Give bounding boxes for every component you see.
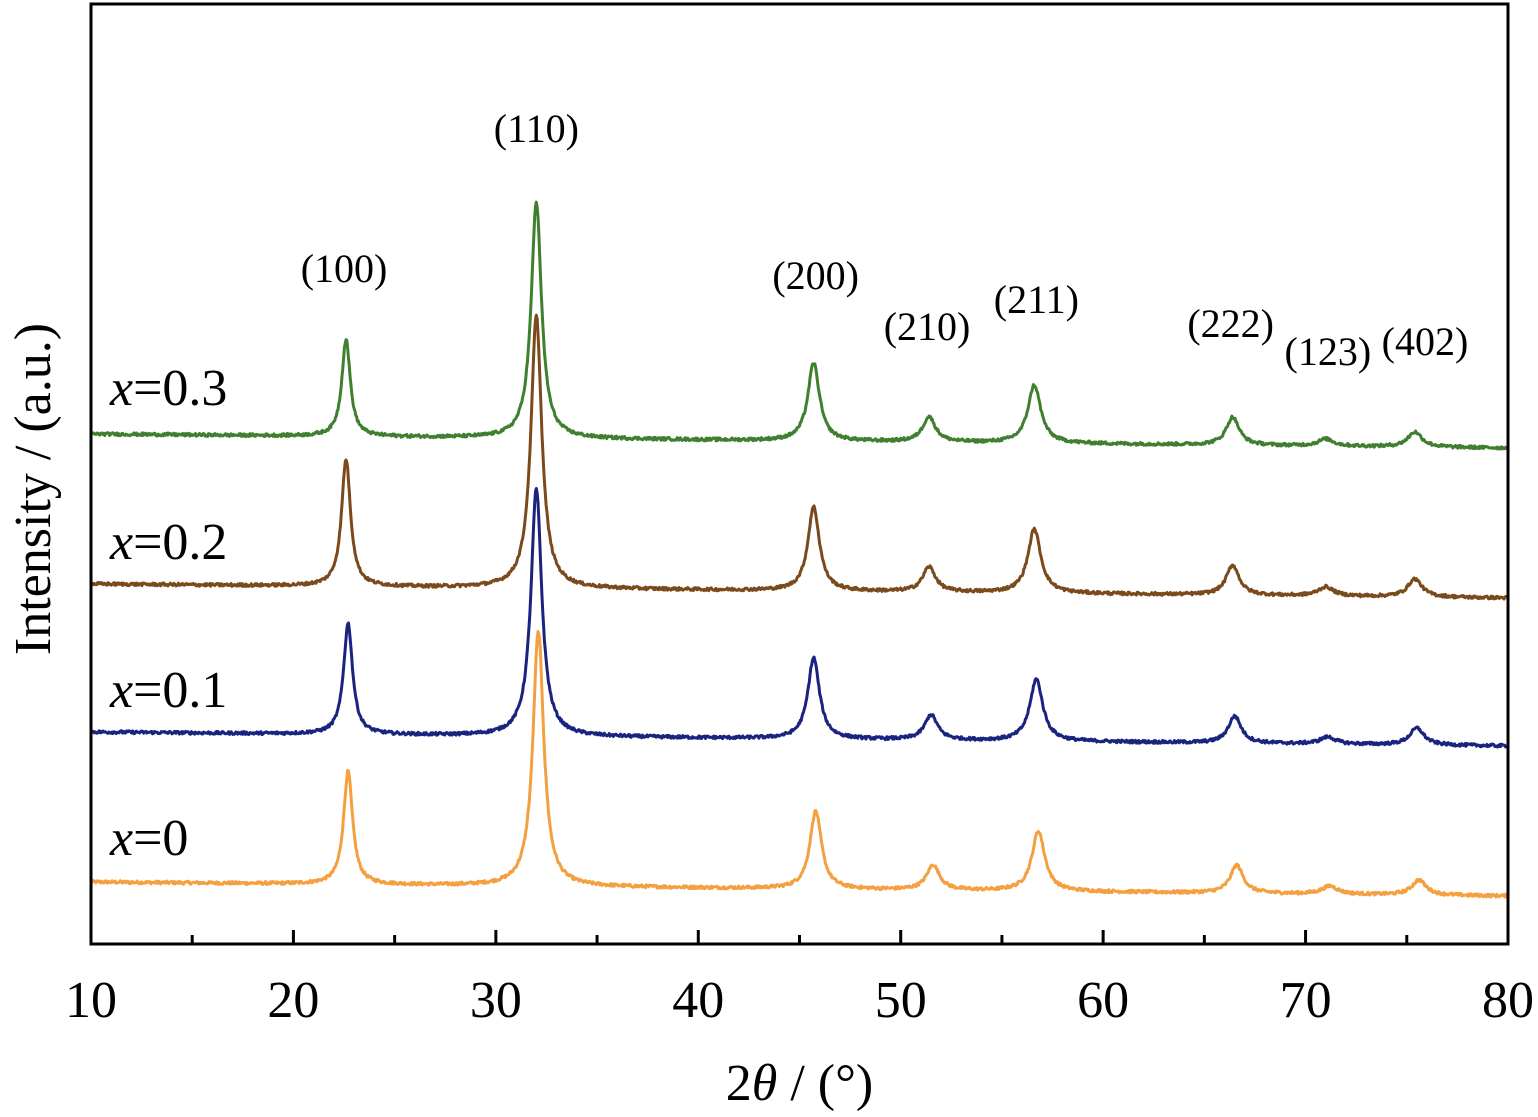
peak-label: (100) [301, 246, 388, 291]
series-line-x=0 [89, 630, 1510, 899]
x-tick-label: 60 [1077, 972, 1129, 1029]
peak-label: (222) [1187, 301, 1274, 346]
peak-label: (402) [1382, 319, 1469, 364]
series-label-x=0.3: x=0.3 [109, 360, 227, 417]
x-axis-ticks: 10 20 30 40 50 60 70 80 [65, 930, 1534, 1029]
series-label-x=0.1: x=0.1 [109, 662, 227, 719]
peak-label: (200) [772, 253, 859, 298]
x-tick-label: 70 [1280, 972, 1332, 1029]
x-axis-title: 2θ / (°) [726, 1055, 873, 1112]
x-tick-label: 30 [470, 972, 522, 1029]
series-layer [89, 200, 1510, 899]
series-line-x=0.3 [89, 200, 1510, 451]
plot-frame [89, 2, 1510, 946]
x-tick-label: 10 [65, 972, 117, 1029]
series-line-x=0.2 [90, 313, 1510, 601]
series-label-x=0.2: x=0.2 [109, 514, 227, 571]
series-line-x=0.1 [89, 487, 1510, 749]
y-axis-title: Intensity / (a.u.) [5, 323, 62, 655]
peak-label: (211) [994, 277, 1079, 322]
peak-annotations: (100) (110) (200) (210) (211) (222)(123) (402) [301, 106, 1469, 374]
x-tick-label: 40 [672, 972, 724, 1029]
peak-label: (123) [1285, 329, 1372, 374]
peak-label: (110) [494, 106, 579, 151]
x-tick-label: 20 [267, 972, 319, 1029]
x-tick-label: 50 [875, 972, 927, 1029]
series-label-x=0: x=0 [109, 810, 188, 867]
x-tick-label: 80 [1482, 972, 1534, 1029]
series-labels: x=0 x=0.1 x=0.2 x=0.3 [109, 360, 227, 867]
peak-label: (210) [884, 304, 971, 349]
